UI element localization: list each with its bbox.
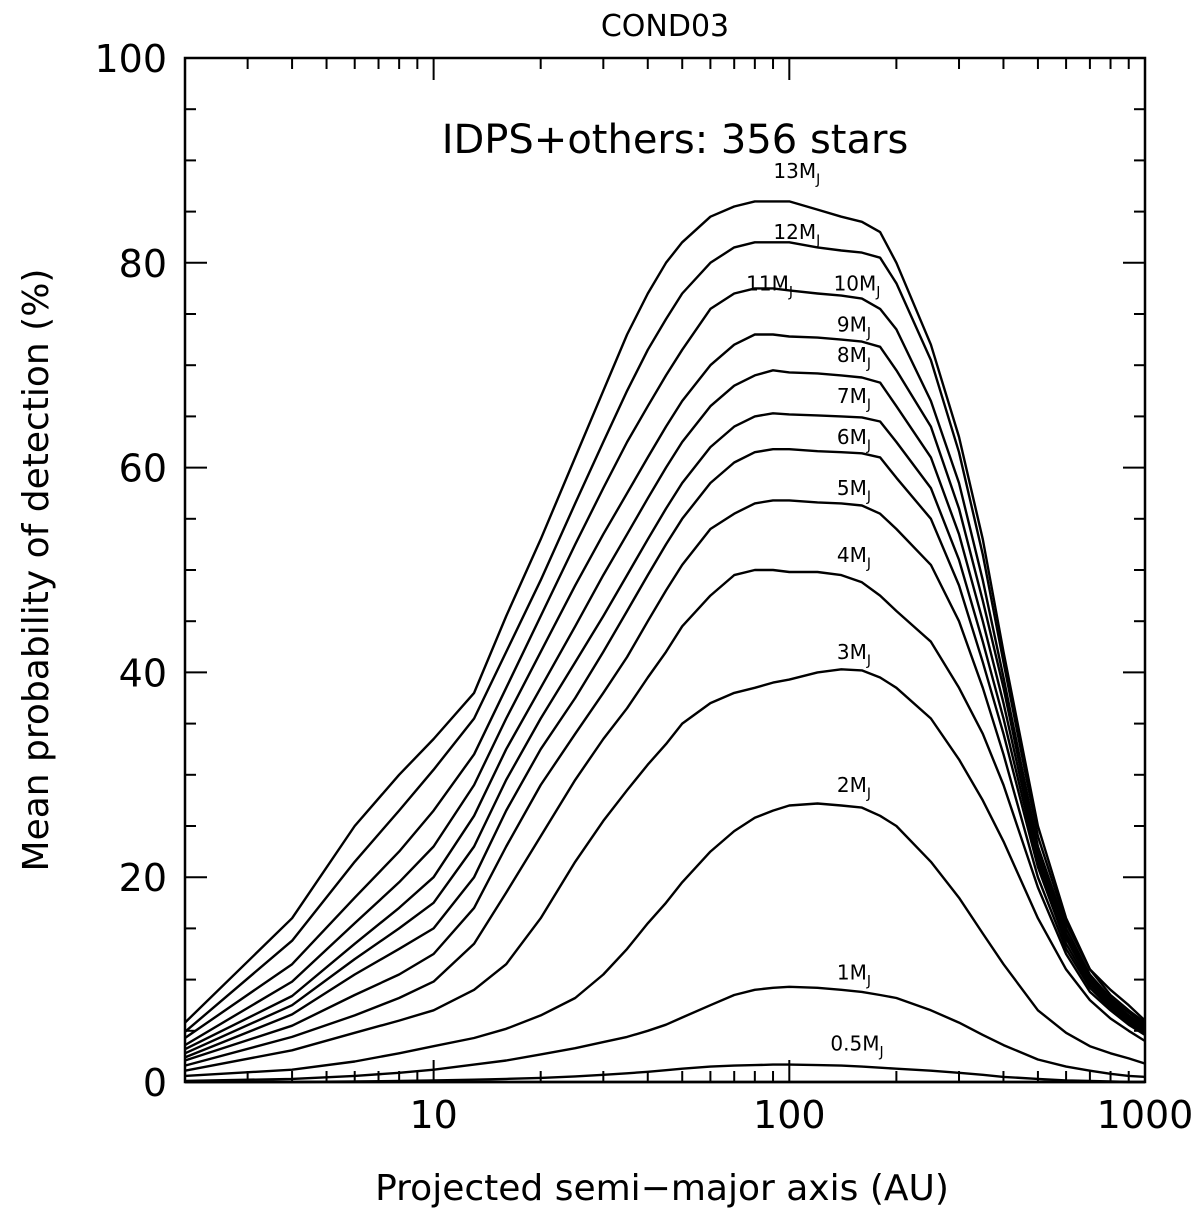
curve-label-7MJ: 7MJ [837, 384, 871, 413]
curve-label-1MJ: 1MJ [837, 961, 871, 990]
series-line-5MJ [184, 568, 1146, 1067]
y-tick-label: 40 [119, 651, 167, 695]
series-line-12MJ [184, 241, 1146, 1033]
series-line-7MJ [184, 448, 1146, 1059]
series-line-8MJ [184, 412, 1146, 1055]
series-line-1MJ [185, 1063, 1145, 1084]
y-tick-label: 80 [119, 242, 167, 286]
y-tick-label: 20 [119, 856, 167, 900]
curve-label-2MJ: 2MJ [837, 773, 871, 802]
curve-label-0_5MJ: 0.5MJ [830, 1031, 883, 1060]
series-line-11MJ [184, 287, 1146, 1039]
chart-title: COND03 [601, 9, 729, 44]
y-axis-label: Mean probability of detection (%) [16, 269, 57, 872]
x-tick-labels: 10 100 1000 [409, 1093, 1193, 1137]
x-axis-label: Projected semi−major axis (AU) [375, 1168, 949, 1209]
curves [184, 200, 1146, 1084]
y-tick-label: 0 [143, 1061, 167, 1105]
curve-label-3MJ: 3MJ [837, 640, 871, 669]
series-line-13MJ [184, 200, 1146, 1024]
series-line-6MJ [184, 499, 1146, 1062]
series-line-9MJ [184, 369, 1146, 1051]
curve-label-10MJ: 10MJ [834, 271, 881, 300]
curve-label-5MJ: 5MJ [837, 476, 871, 505]
curve-label-13MJ: 13MJ [773, 159, 820, 188]
curve-label-9MJ: 9MJ [837, 312, 871, 341]
y-tick-labels: 0 20 40 60 80 100 [94, 37, 167, 1105]
x-tick-label: 1000 [1097, 1093, 1194, 1137]
curve-label-4MJ: 4MJ [837, 543, 871, 572]
series-line-2MJ [184, 985, 1146, 1083]
chart-annotation: IDPS+others: 356 stars [442, 117, 909, 163]
y-tick-label: 60 [119, 447, 167, 491]
series-line-3MJ [184, 802, 1146, 1078]
series-line-10MJ [184, 333, 1146, 1047]
x-tick-label: 100 [753, 1093, 826, 1137]
curve-label-8MJ: 8MJ [837, 343, 871, 372]
curve-label-6MJ: 6MJ [837, 425, 871, 454]
curve-label-11MJ: 11MJ [746, 271, 793, 300]
x-tick-label: 10 [409, 1093, 457, 1137]
curve-label-12MJ: 12MJ [773, 220, 820, 249]
axis-ticks [184, 57, 1146, 1083]
series-line-4MJ [184, 668, 1146, 1072]
y-tick-label: 100 [94, 37, 167, 81]
plot-frame [183, 56, 1147, 1084]
